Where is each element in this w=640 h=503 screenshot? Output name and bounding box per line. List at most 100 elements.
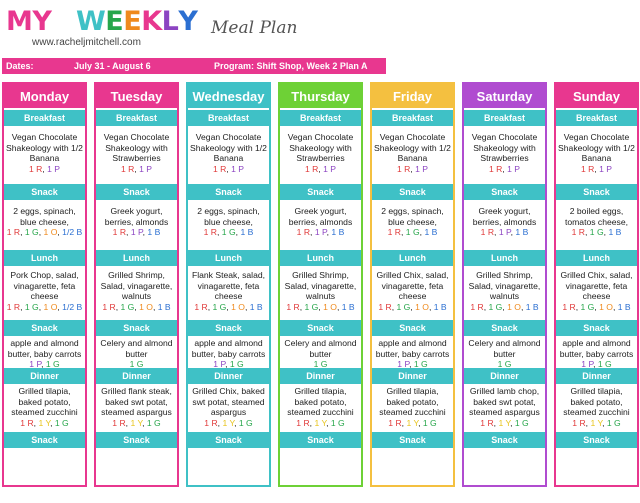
day-header: Friday [372, 84, 453, 108]
portion-container: 1 R [212, 163, 227, 174]
portion-list: 1 P, 1 G [213, 359, 244, 369]
section-snack: Snack [280, 320, 361, 336]
portion-container: 1/2 B [62, 301, 83, 312]
meal-cell: Vegan Chocolate Shakeology with Strawber… [280, 132, 361, 184]
portion-container: 1 B [157, 301, 171, 312]
portion-list: 1 R, 1 G, 1 O, 1/2 B [6, 301, 83, 312]
portion-container: 1 G [606, 417, 621, 428]
meal-text: Celery and almond butter [284, 338, 357, 359]
meal-cell: Greek yogurt, berries, almonds 1 R, 1 P, … [464, 206, 545, 248]
portion-list: 1 R, 1 G, 1 O, 1 B [562, 301, 631, 312]
title-letter: E [105, 6, 124, 37]
section-lunch: Lunch [372, 250, 453, 266]
portion-container: 1 R [296, 417, 310, 428]
portion-container: 1 Y [406, 417, 419, 428]
section-dinner: Dinner [280, 368, 361, 384]
day-header: Sunday [556, 84, 637, 108]
meal-text: 2 eggs, spinach, blue cheese, [381, 206, 444, 227]
portion-list: 1 R, 1 P [212, 163, 245, 174]
portion-container: 1 G [45, 359, 60, 369]
meal-cell: apple and almond butter, baby carrots 1 P… [4, 338, 85, 369]
meal-cell: Vegan Chocolate Shakeology with 1/2 Bana… [372, 132, 453, 184]
portion-container: 1 B [331, 227, 345, 237]
portion-container: 1 R [580, 163, 595, 174]
section-dinner: Dinner [372, 368, 453, 384]
portion-container: 1 G [120, 301, 135, 312]
portion-list: 1 R, 1 P [304, 163, 337, 174]
section-lunch: Lunch [464, 250, 545, 266]
section-breakfast: Breakfast [556, 110, 637, 126]
meal-text: 2 boiled eggs, tomatos cheese, [564, 206, 629, 227]
portion-container: 1 R [204, 417, 218, 428]
meal-cell: Pork Chop, salad, vinagarette, feta chee… [4, 270, 85, 320]
portion-container: 1 R [112, 417, 126, 428]
day-column-friday: Friday Breakfast Vegan Chocolate Shakeolog… [370, 82, 455, 487]
day-header: Monday [4, 84, 85, 108]
portion-container: 1 G [488, 301, 503, 312]
portion-container: 1 R [388, 417, 402, 428]
meal-text: Pork Chop, salad, vinagarette, feta chee… [10, 270, 79, 301]
section-snack: Snack [464, 184, 545, 200]
portion-container: 1 R [6, 301, 21, 312]
meal-text: Grilled Chix, salad, vinagarette, feta c… [376, 270, 449, 301]
meal-text: apple and almond butter, baby carrots [559, 338, 634, 359]
portion-container: 1 P [47, 163, 61, 174]
portion-container: 1 B [525, 301, 539, 312]
meal-cell: Grilled tilapia, baked potato, steamed z… [556, 386, 637, 432]
portion-container: 1 G [212, 301, 227, 312]
section-snack: Snack [96, 184, 177, 200]
meal-text: Vegan Chocolate Shakeology with 1/2 Bana… [6, 132, 83, 163]
portion-container: 1 P [415, 163, 429, 174]
section-lunch: Lunch [556, 250, 637, 266]
portion-container: 1 P [599, 163, 613, 174]
portion-container: 1 Y [498, 417, 511, 428]
portion-list: 1 G [282, 359, 359, 370]
portion-container: 1 P [498, 227, 511, 237]
meal-cell: Grilled flank steak, baked swt potat, st… [96, 386, 177, 432]
meal-cell: 2 eggs, spinach, blue cheese, 1 R, 1 G, 1… [372, 206, 453, 248]
portion-container: 1 O [139, 301, 153, 312]
meal-cell: Grilled Chix, salad, vinagarette, feta c… [372, 270, 453, 320]
portion-container: 1 R [102, 301, 116, 312]
meal-text: Grilled Shrimp, Salad, vinagarette, waln… [468, 270, 541, 301]
meal-cell: Celery and almond butter 1 G [96, 338, 177, 370]
section-snack: Snack [464, 432, 545, 448]
portion-container: 1 B [617, 301, 631, 312]
meal-text: Greek yogurt, berries, almonds [104, 206, 169, 227]
meal-text: Vegan Chocolate Shakeology with Strawber… [471, 132, 538, 163]
website-link[interactable]: www.racheljmitchell.com [32, 37, 141, 48]
portion-container: 1 P [314, 227, 327, 237]
title-weekly: WEEKLY [76, 6, 198, 37]
meal-text: Grilled tilapia, baked potato, steamed z… [563, 386, 630, 417]
meal-text: Vegan Chocolate Shakeology with Strawber… [287, 132, 354, 163]
portion-container: 1 O [323, 301, 337, 312]
day-header: Tuesday [96, 84, 177, 108]
portion-container: 1 G [580, 301, 595, 312]
meal-cell: Celery and almond butter 1 G [280, 338, 361, 370]
section-snack: Snack [464, 320, 545, 336]
portion-list: 1 G [98, 359, 175, 370]
portion-container: 1 G [422, 417, 437, 428]
portion-container: 1 G [24, 301, 39, 312]
portion-container: 1 P [130, 227, 143, 237]
portion-container: 1 R [120, 163, 135, 174]
portion-container: 1 B [249, 301, 263, 312]
meal-cell: Grilled tilapia, baked potato, steamed z… [372, 386, 453, 432]
portion-container: 1 R [28, 163, 43, 174]
meal-cell: Grilled lamb chop, baked swt potat, stea… [464, 386, 545, 432]
title-letter: L [161, 6, 179, 37]
dates-label: Dates: [6, 61, 34, 71]
portion-container: 1 G [497, 359, 512, 369]
title-letter: E [123, 6, 142, 37]
meal-cell: Grilled Chix, baked swt potat, steamed a… [188, 386, 269, 432]
section-lunch: Lunch [280, 250, 361, 266]
section-breakfast: Breakfast [4, 110, 85, 126]
portion-container: 1 R [304, 163, 319, 174]
portion-list: 1 R, 1 Y, 1 G [480, 417, 529, 428]
section-snack: Snack [556, 320, 637, 336]
section-breakfast: Breakfast [280, 110, 361, 126]
title-my: MY [6, 6, 52, 37]
portion-list: 1 P, 1 G [29, 359, 60, 369]
day-column-thursday: Thursday Breakfast Vegan Chocolate Shakeol… [278, 82, 363, 487]
program-label: Program: Shift Shop, Week 2 Plan A [214, 61, 368, 71]
